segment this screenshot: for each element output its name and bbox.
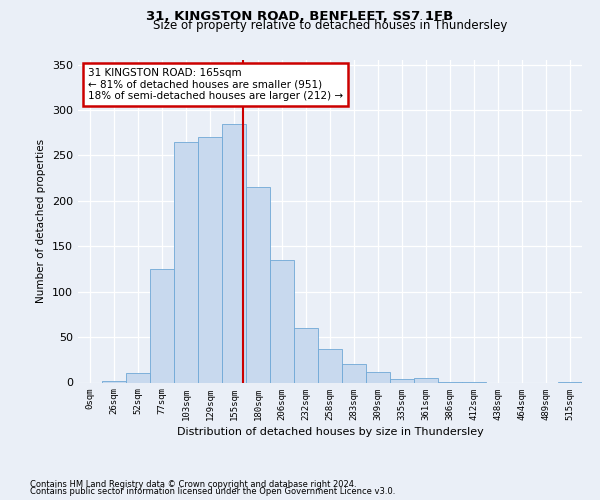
Text: 31, KINGSTON ROAD, BENFLEET, SS7 1FB: 31, KINGSTON ROAD, BENFLEET, SS7 1FB — [146, 10, 454, 23]
Text: Contains public sector information licensed under the Open Government Licence v3: Contains public sector information licen… — [30, 488, 395, 496]
Bar — [103, 380, 125, 382]
Bar — [127, 374, 149, 382]
Bar — [367, 372, 389, 382]
Bar — [271, 260, 293, 382]
Bar — [175, 142, 197, 382]
Bar — [391, 379, 413, 382]
Bar — [151, 269, 173, 382]
Bar — [415, 378, 437, 382]
Title: Size of property relative to detached houses in Thundersley: Size of property relative to detached ho… — [153, 20, 507, 32]
Text: Contains HM Land Registry data © Crown copyright and database right 2024.: Contains HM Land Registry data © Crown c… — [30, 480, 356, 489]
Text: 31 KINGSTON ROAD: 165sqm
← 81% of detached houses are smaller (951)
18% of semi-: 31 KINGSTON ROAD: 165sqm ← 81% of detach… — [88, 68, 343, 102]
Bar — [319, 349, 341, 382]
Bar — [223, 124, 245, 382]
Y-axis label: Number of detached properties: Number of detached properties — [37, 139, 46, 304]
X-axis label: Distribution of detached houses by size in Thundersley: Distribution of detached houses by size … — [176, 426, 484, 436]
Bar — [295, 328, 317, 382]
Bar — [343, 364, 365, 382]
Bar — [199, 137, 221, 382]
Bar — [247, 187, 269, 382]
